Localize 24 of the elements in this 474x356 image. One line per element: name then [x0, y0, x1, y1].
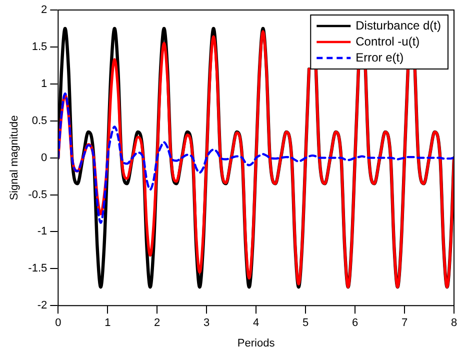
- y-tick-label: -2: [37, 300, 48, 312]
- legend-label: Control -u(t): [356, 34, 420, 48]
- y-tick-label: 2: [41, 4, 48, 16]
- y-tick-label: -1.5: [28, 262, 48, 275]
- legend-label: Error e(t): [356, 50, 404, 64]
- x-tick-label: 8: [450, 317, 458, 330]
- y-tick-label: 0: [41, 152, 48, 164]
- legend-label: Disturbance d(t): [356, 18, 442, 32]
- x-tick-label: 2: [154, 317, 160, 330]
- x-tick-label: 6: [352, 317, 358, 330]
- x-tick-label: 1: [104, 317, 111, 330]
- x-tick-label: 4: [253, 317, 260, 330]
- x-axis-title: Periods: [237, 337, 276, 350]
- y-tick-label: 1.5: [32, 40, 48, 53]
- x-tick-label: 5: [302, 317, 309, 330]
- y-tick-label: -1: [37, 226, 48, 238]
- y-tick-label: -0.5: [28, 188, 48, 201]
- x-tick-label: 0: [55, 317, 62, 330]
- line-series: [58, 92, 454, 224]
- y-tick-label: 1: [41, 78, 48, 90]
- x-tick-label: 7: [401, 317, 408, 330]
- x-tick-label: 3: [204, 317, 210, 330]
- y-tick-label: 0.5: [32, 114, 48, 127]
- y-axis-title: Signal magnitude: [8, 115, 21, 200]
